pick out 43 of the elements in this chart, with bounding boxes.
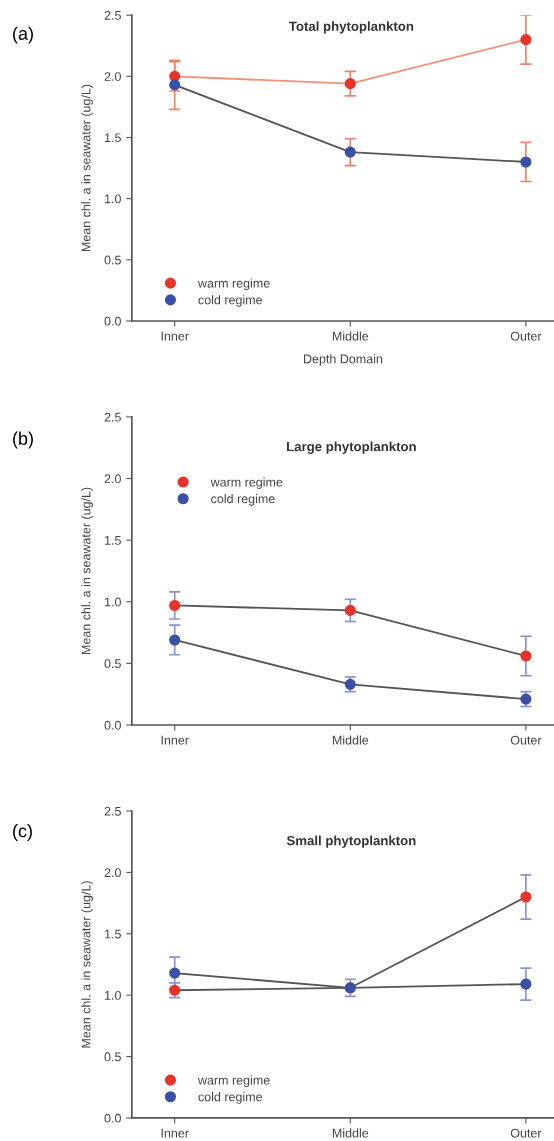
- x-axis-title: Depth Domain: [304, 354, 383, 366]
- y-tick-label: 0.5: [104, 255, 121, 265]
- x-tick-label: Middle: [332, 331, 369, 341]
- text: Small phytoplankton: [286, 835, 416, 848]
- y-tick-label: 1.0: [105, 990, 121, 1000]
- chart-title: Total phytoplankton: [288, 21, 414, 34]
- x-tick-label: Middle: [332, 735, 369, 745]
- x-tick-label: Middle: [332, 1128, 369, 1138]
- legend-label: cold regime: [198, 295, 263, 307]
- y-tick-label: 2.0: [104, 72, 121, 81]
- y-axis-title: Mean chl. a in seawater (ug/L): [81, 84, 93, 252]
- legend-label: cold regime: [198, 1092, 263, 1104]
- y-tick-label: 2.5: [104, 412, 121, 422]
- legend-label: cold regime: [211, 494, 275, 506]
- y-axis-title: Mean chl. a in seawater (ug/L): [81, 487, 93, 654]
- y-tick-label: 0.0: [104, 720, 121, 730]
- x-tick-label: Outer: [510, 331, 542, 341]
- x-tick-label: Outer: [510, 1128, 542, 1138]
- y-tick-label: 1.5: [105, 133, 121, 143]
- legend-label: warm regime: [197, 278, 270, 291]
- x-tick-label: Outer: [510, 735, 542, 745]
- x-tick-label: Inner: [161, 331, 189, 341]
- y-tick-label: 0.0: [104, 316, 121, 326]
- y-tick-label: 0.5: [104, 1052, 121, 1062]
- y-tick-label: 1.5: [105, 929, 121, 939]
- text: (c): [13, 824, 32, 841]
- y-tick-label: 0.5: [104, 659, 121, 669]
- x-tick-label: Inner: [161, 1128, 189, 1138]
- y-tick-label: 2.0: [104, 868, 121, 878]
- y-tick-label: 0.0: [104, 1113, 121, 1123]
- y-axis-title: Mean chl. a in seawater (ug/L): [81, 881, 93, 1048]
- text: (a): [13, 26, 33, 44]
- y-tick-label: 1.0: [105, 597, 121, 607]
- y-tick-label: 2.5: [104, 10, 121, 20]
- y-tick-label: 1.5: [105, 536, 121, 545]
- y-tick-label: 2.5: [104, 806, 121, 816]
- legend-label: warm regime: [197, 1075, 270, 1088]
- text: (b): [13, 431, 33, 449]
- text: Large phytoplankton: [287, 441, 416, 454]
- y-tick-label: 1.0: [105, 194, 121, 204]
- legend-label: warm regime: [210, 477, 283, 490]
- x-tick-label: Inner: [161, 735, 189, 745]
- y-tick-label: 2.0: [104, 474, 121, 484]
